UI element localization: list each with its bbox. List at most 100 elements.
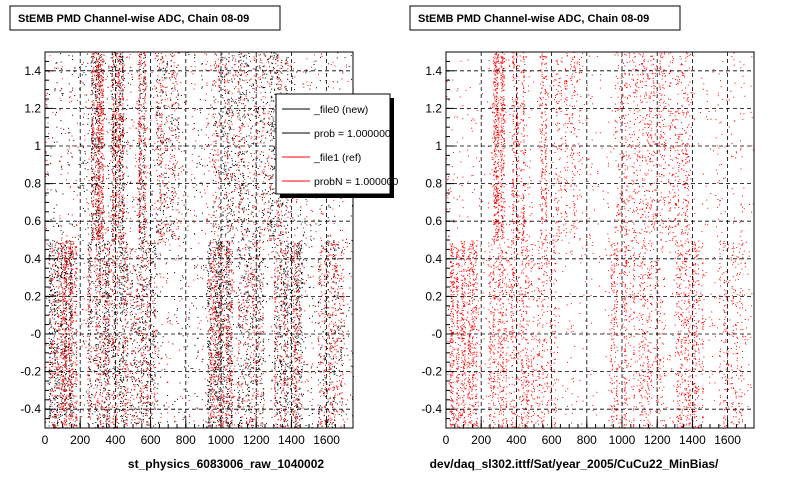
data-point <box>69 317 71 318</box>
data-point <box>153 388 155 390</box>
data-point <box>98 150 100 152</box>
data-point <box>49 321 51 323</box>
data-point <box>118 102 120 104</box>
data-point <box>146 85 148 87</box>
data-point <box>278 211 279 213</box>
data-point <box>104 326 106 328</box>
data-point <box>118 393 120 395</box>
data-point <box>227 112 228 114</box>
data-point <box>271 55 273 57</box>
data-point <box>171 76 173 78</box>
data-point <box>155 107 157 109</box>
data-point <box>113 274 115 276</box>
data-point <box>78 409 80 411</box>
data-point <box>120 93 122 95</box>
data-point <box>188 54 190 55</box>
data-point <box>224 198 226 200</box>
data-point <box>238 97 239 99</box>
data-point <box>145 251 147 253</box>
data-point <box>302 83 304 85</box>
data-point <box>320 347 322 349</box>
data-point <box>119 87 121 88</box>
data-point <box>96 211 98 213</box>
data-point <box>105 266 107 268</box>
data-point <box>105 407 107 408</box>
data-point <box>234 185 236 187</box>
data-point <box>94 117 96 118</box>
data-point <box>50 342 52 344</box>
data-point <box>248 204 250 206</box>
data-point <box>95 348 97 350</box>
data-point <box>146 367 148 369</box>
data-point <box>302 279 304 280</box>
data-point <box>232 215 234 217</box>
data-point <box>112 79 114 81</box>
data-point <box>91 185 93 187</box>
data-point <box>139 206 141 208</box>
data-point <box>102 372 104 374</box>
data-point <box>143 413 144 415</box>
data-point <box>141 291 143 292</box>
data-point <box>105 312 107 314</box>
data-point <box>88 276 90 278</box>
data-point <box>265 174 267 176</box>
data-point <box>109 248 111 250</box>
data-point <box>69 246 71 248</box>
data-point <box>221 226 223 228</box>
data-point <box>197 350 199 352</box>
data-point <box>132 313 133 315</box>
data-point <box>90 249 92 251</box>
data-point <box>98 303 99 305</box>
data-point <box>95 154 97 156</box>
data-point <box>107 338 109 340</box>
data-point <box>96 174 98 175</box>
data-point <box>99 413 100 415</box>
data-point <box>303 393 304 395</box>
data-point <box>123 129 125 131</box>
data-point <box>56 384 58 386</box>
data-point <box>51 350 52 352</box>
data-point <box>133 308 135 309</box>
data-point <box>227 99 229 101</box>
data-point <box>126 364 128 366</box>
data-point <box>273 146 275 148</box>
data-point <box>244 94 246 95</box>
data-point <box>59 300 61 302</box>
data-point <box>98 253 100 255</box>
data-point <box>107 205 109 207</box>
data-point <box>49 255 50 257</box>
data-point <box>102 61 104 63</box>
data-point <box>207 407 209 409</box>
data-point <box>123 299 125 301</box>
data-point <box>131 280 133 282</box>
data-point <box>252 166 254 168</box>
data-point <box>68 132 70 134</box>
data-point <box>257 189 259 190</box>
data-point <box>122 345 124 347</box>
data-point <box>138 345 140 347</box>
data-point <box>107 322 109 324</box>
data-point <box>56 250 58 252</box>
data-point <box>96 313 98 315</box>
data-point <box>74 71 76 73</box>
data-point <box>157 153 159 155</box>
data-point <box>60 340 62 342</box>
data-point <box>144 200 146 202</box>
data-point <box>268 121 269 123</box>
data-point <box>273 236 275 238</box>
data-point <box>166 64 168 66</box>
data-point <box>98 90 100 91</box>
data-point <box>113 313 115 315</box>
data-point <box>133 362 135 364</box>
data-point <box>69 390 71 392</box>
data-point <box>121 403 123 404</box>
data-point <box>247 168 249 170</box>
data-point <box>106 411 108 413</box>
data-point <box>88 410 90 412</box>
data-point <box>54 270 56 272</box>
data-point <box>71 224 73 226</box>
data-point <box>71 223 73 225</box>
data-point <box>142 355 144 357</box>
data-point <box>224 184 225 186</box>
data-point <box>241 153 243 155</box>
